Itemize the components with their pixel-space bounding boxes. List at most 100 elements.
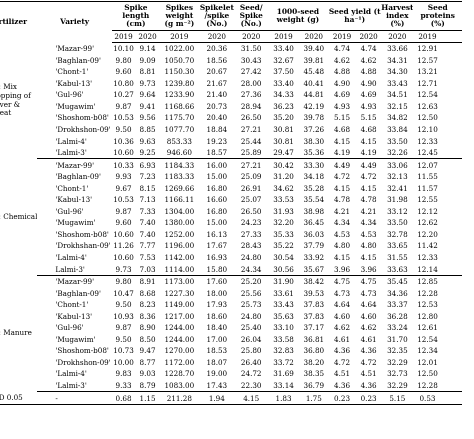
value-cell: 4.15 bbox=[334, 183, 351, 193]
value-cell: 1196.00 bbox=[164, 241, 195, 251]
value-cell bbox=[441, 135, 462, 147]
value-cell: 1050.70 bbox=[164, 55, 195, 65]
value-cell bbox=[441, 206, 462, 218]
variety-cell: 'Mazar-99' bbox=[55, 277, 95, 287]
value-cell: 4.69 bbox=[334, 90, 351, 100]
table-row: 'Chont-1' 9.67 8.15 1269.66 16.80 26.91 34.62 3… bbox=[0, 183, 462, 195]
value-cell: 4.72 bbox=[334, 357, 351, 367]
value-cell bbox=[441, 368, 462, 380]
value-cell: 4.51 bbox=[334, 369, 351, 379]
value-cell: 1142.00 bbox=[164, 253, 195, 263]
value-cell: 4.75 bbox=[360, 277, 377, 287]
value-cell: 28.43 bbox=[240, 241, 262, 251]
value-cell: 4.74 bbox=[334, 44, 351, 54]
value-cell: 8.50 bbox=[139, 334, 156, 344]
value-cell: 4.72 bbox=[360, 357, 377, 367]
value-cell: 30.43 bbox=[240, 55, 262, 65]
value-cell: 12.28 bbox=[413, 379, 442, 393]
table-row: 'Gul-96' 9.87 7.33 1304.00 16.80 26.50 31.93 38… bbox=[0, 206, 462, 218]
year-cell: 2019 bbox=[111, 30, 136, 43]
value-cell: 4.36 bbox=[334, 346, 351, 356]
value-cell: 1149.00 bbox=[164, 300, 195, 310]
value-cell: 4.62 bbox=[360, 55, 377, 65]
value-cell: 12.34 bbox=[417, 346, 438, 356]
value-cell: 38.42 bbox=[303, 277, 325, 287]
value-cell: 10.33 bbox=[113, 160, 134, 170]
variety-cell: 'Kabul-13' bbox=[55, 311, 93, 321]
header-seed-proteins: Seed proteins (%) bbox=[413, 1, 462, 31]
value-cell: 10.73 bbox=[113, 346, 134, 356]
variety-cell: 'Shoshom-b08' bbox=[55, 113, 109, 123]
value-cell: 27.21 bbox=[240, 160, 262, 170]
value-cell: 4.53 bbox=[360, 229, 377, 239]
lsd-value-cell: 1.94 bbox=[198, 391, 235, 405]
value-cell: 24.34 bbox=[234, 263, 268, 276]
value-cell: 30.81 bbox=[273, 136, 294, 146]
value-cell bbox=[441, 217, 462, 229]
value-cell: 12.55 bbox=[417, 195, 438, 205]
value-cell: 9.67 bbox=[115, 183, 132, 193]
table-row: 'Lalmi-4' 9.83 9.03 1228.70 19.00 24.72 31.69 3… bbox=[0, 368, 462, 380]
variety-cell: 'Baghlan-09' bbox=[55, 288, 101, 298]
value-cell: 7.13 bbox=[139, 195, 156, 205]
value-cell: 1166.11 bbox=[164, 195, 195, 205]
variety-cell: 'Lalmi-3' bbox=[37, 146, 112, 160]
value-cell: 9.50 bbox=[115, 300, 132, 310]
header-harvest-index: Harvest index (%) bbox=[381, 1, 414, 31]
value-cell: 1228.70 bbox=[164, 369, 195, 379]
value-cell: 37.83 bbox=[303, 311, 325, 321]
value-cell: 4.51 bbox=[360, 369, 377, 379]
value-cell: 8.90 bbox=[139, 323, 156, 333]
value-cell: 6.93 bbox=[139, 160, 156, 170]
value-cell: 4.72 bbox=[334, 172, 351, 182]
value-cell: 32.29 bbox=[387, 357, 408, 367]
value-cell bbox=[441, 275, 462, 287]
value-cell: 17.43 bbox=[198, 379, 235, 393]
value-cell: 35.67 bbox=[299, 263, 329, 276]
value-cell: 4.90 bbox=[360, 78, 377, 88]
value-cell: 9.80 bbox=[115, 277, 132, 287]
value-cell: 35.63 bbox=[273, 311, 294, 321]
header-spikes-weight: Spikes weight (g m⁻²) bbox=[159, 1, 199, 31]
value-cell: 4.53 bbox=[334, 229, 351, 239]
value-cell: 33.72 bbox=[273, 357, 294, 367]
value-cell: 1269.66 bbox=[164, 183, 195, 193]
value-cell: 10.53 bbox=[113, 195, 134, 205]
value-cell: 33.43 bbox=[273, 300, 294, 310]
value-cell: 35.33 bbox=[273, 229, 294, 239]
value-cell: 36.28 bbox=[387, 311, 408, 321]
value-cell: 4.49 bbox=[360, 160, 377, 170]
table-row: 'Kabul-13' 10.93 8.36 1217.00 18.60 24.80 35.6… bbox=[0, 311, 462, 323]
value-cell: 4.78 bbox=[360, 195, 377, 205]
value-cell: 4.88 bbox=[360, 67, 377, 77]
value-cell: 20.73 bbox=[206, 101, 228, 111]
value-cell bbox=[441, 112, 462, 124]
value-cell bbox=[441, 89, 462, 101]
value-cell: 26.04 bbox=[240, 334, 262, 344]
value-cell: 15.00 bbox=[206, 218, 228, 228]
value-cell bbox=[441, 379, 462, 393]
value-cell: 28.94 bbox=[240, 101, 262, 111]
value-cell: 7.23 bbox=[139, 172, 156, 182]
value-cell bbox=[441, 66, 462, 78]
lsd-row: LSD 0.05-0.681.15211.281.944.151.831.750… bbox=[0, 391, 462, 405]
value-cell: 7.03 bbox=[135, 263, 160, 276]
value-cell: 4.75 bbox=[334, 277, 351, 287]
value-cell bbox=[441, 322, 462, 334]
value-cell: 18.56 bbox=[206, 55, 228, 65]
value-cell: 26.40 bbox=[240, 357, 262, 367]
value-cell: 7.40 bbox=[139, 218, 156, 228]
fertilizer-group-label: F1: Mix cropping of clover & wheat bbox=[0, 82, 31, 118]
value-cell: 9.33 bbox=[111, 379, 136, 393]
value-cell: 4.15 bbox=[360, 136, 377, 146]
value-cell: 15.00 bbox=[206, 172, 228, 182]
header-variety: Variety bbox=[37, 1, 112, 43]
value-cell: 33.30 bbox=[303, 160, 325, 170]
value-cell: 4.68 bbox=[334, 125, 351, 134]
value-cell: 1244.00 bbox=[164, 334, 195, 344]
value-cell: 946.60 bbox=[159, 146, 199, 160]
value-cell: 12.50 bbox=[417, 369, 438, 379]
value-cell: 24.80 bbox=[240, 253, 262, 263]
value-cell: 1172.00 bbox=[164, 357, 195, 367]
variety-cell: 'Mazar-99' bbox=[55, 43, 95, 53]
